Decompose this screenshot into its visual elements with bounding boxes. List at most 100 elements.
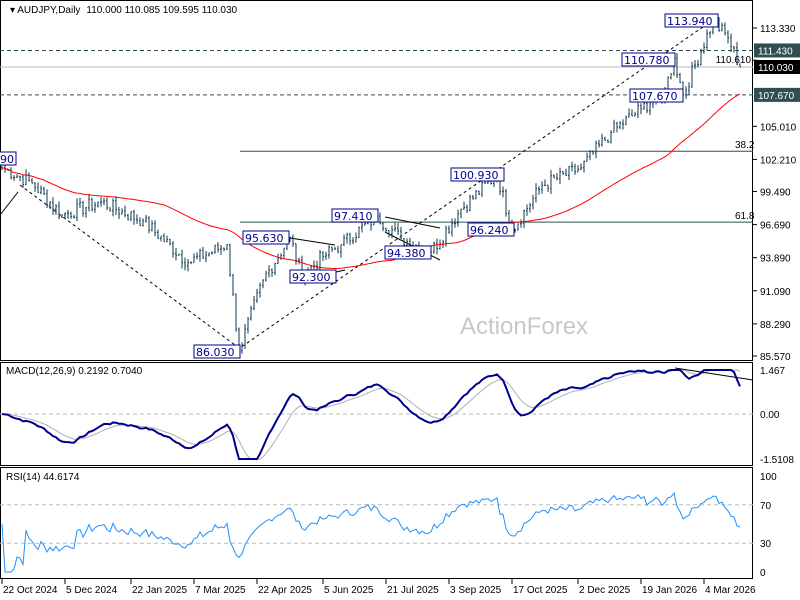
ohlc-bar — [688, 82, 690, 95]
ohlc-bar — [361, 220, 363, 233]
ohlc-bar — [502, 186, 504, 198]
ohlc-bar — [397, 223, 399, 235]
ohlc-bar — [448, 225, 450, 234]
price-annotation-box[interactable] — [629, 88, 684, 103]
ohlc-bar — [55, 203, 57, 215]
ohlc-bar — [562, 170, 564, 175]
triangle-line[interactable] — [289, 237, 336, 246]
ohlc-bar — [697, 59, 699, 68]
price-annotation-box[interactable] — [664, 13, 719, 28]
ohlc-bar — [610, 129, 612, 144]
date-axis-label: 19 Jan 2026 — [642, 585, 697, 596]
ohlc-bar — [256, 288, 258, 303]
ohlc-bar — [43, 186, 45, 196]
ohlc-bar — [460, 208, 462, 219]
ohlc-bar — [115, 196, 117, 216]
ohlc-bar — [739, 63, 741, 68]
ohlc-bar — [676, 53, 678, 78]
price-axis-label: 85.570 — [760, 352, 791, 363]
ohlc-bar — [298, 257, 300, 265]
ohlc-bar — [241, 342, 243, 354]
ohlc-bar — [220, 245, 222, 255]
ohlc-bar — [730, 33, 732, 53]
trend-line[interactable] — [0, 191, 19, 216]
ohlc-bar — [466, 204, 468, 213]
price-annotation-box[interactable] — [193, 344, 241, 359]
price-annotation: 96.240 — [470, 224, 509, 237]
ohlc-bar — [733, 46, 735, 53]
ohlc-bar — [391, 225, 393, 239]
price-axis-label: 91.090 — [760, 287, 791, 298]
ohlc-bar — [100, 197, 102, 207]
moving-average-line — [1, 93, 741, 269]
ohlc-bar — [574, 163, 576, 175]
ohlc-bar — [703, 42, 705, 54]
ohlc-bar — [331, 246, 333, 252]
ohlc-bar — [46, 189, 48, 209]
ohlc-bar — [517, 223, 519, 231]
ohlc-bar — [625, 115, 627, 126]
rsi-axis-label: 100 — [760, 472, 777, 483]
price-annotation-box[interactable] — [384, 245, 432, 260]
ohlc-bar — [334, 246, 336, 250]
ohlc-bar — [727, 30, 729, 44]
ohlc-bar — [145, 214, 147, 223]
ohlc-bar — [565, 168, 567, 176]
ohlc-bar — [700, 48, 702, 66]
price-annotation: 113.940 — [667, 15, 713, 28]
ohlc-bar — [355, 232, 357, 243]
ohlc-bar — [535, 183, 537, 203]
collapse-triangle-icon[interactable]: ▾ — [10, 5, 17, 16]
ohlc-bar — [136, 214, 138, 225]
price-annotation: 95.630 — [245, 232, 284, 245]
price-annotation-box[interactable] — [467, 222, 515, 237]
trend-line-down[interactable] — [19, 184, 236, 346]
ohlc-bar — [148, 216, 150, 234]
ohlc-bar — [10, 167, 12, 180]
ohlc-bar — [190, 261, 192, 265]
ohlc-bar — [316, 260, 318, 271]
ohlc-bar — [679, 72, 681, 84]
level-price-marker — [754, 87, 800, 102]
price-annotation: 100.930 — [453, 169, 499, 182]
ohlc-bar — [280, 253, 282, 260]
macd-trend-line[interactable] — [674, 367, 754, 381]
triangle-line[interactable] — [384, 216, 441, 229]
rsi-axis-label: 0 — [760, 568, 766, 579]
ohlc-bar — [451, 218, 453, 237]
ohlc-bar — [118, 206, 120, 220]
ohlc-bar — [163, 233, 165, 243]
ohlc-bar — [592, 150, 594, 155]
ohlc-bar — [601, 133, 603, 147]
ohlc-bar — [16, 174, 18, 179]
price-annotation-box[interactable] — [331, 208, 379, 223]
ohlc-bar — [19, 175, 21, 182]
ohlc-bar — [529, 202, 531, 213]
date-axis-label: 22 Jan 2025 — [132, 585, 187, 596]
ohlc-bar — [73, 214, 75, 219]
price-annotation-box[interactable] — [289, 269, 337, 284]
ohlc-bar — [319, 250, 321, 273]
price-axis-label: 110.610 — [716, 55, 752, 66]
ohlc-bar — [217, 242, 219, 253]
price-axis-label: 99.490 — [760, 188, 791, 199]
trend-line-up[interactable] — [236, 19, 714, 351]
price-annotation: 92.300 — [292, 271, 331, 284]
ohlc-bar — [133, 209, 135, 225]
ohlc-bar — [685, 86, 687, 100]
ohlc-bar — [400, 226, 402, 240]
price-annotation-box[interactable] — [621, 52, 676, 67]
price-annotation-box[interactable] — [242, 230, 290, 245]
price-annotation-box[interactable] — [0, 151, 17, 166]
ohlc-bar — [478, 190, 480, 196]
ohlc-bar — [628, 108, 630, 118]
date-axis-label: 21 Jul 2025 — [387, 585, 439, 596]
macd-axis-label: 0.00 — [760, 410, 780, 421]
ohlc-bar — [619, 120, 621, 130]
price-annotation-box[interactable] — [450, 167, 505, 182]
ohlc-bar — [520, 219, 522, 228]
ohlc-bar — [553, 174, 555, 179]
ohlc-bar — [97, 201, 99, 208]
price-annotation: 107.670 — [632, 90, 678, 103]
